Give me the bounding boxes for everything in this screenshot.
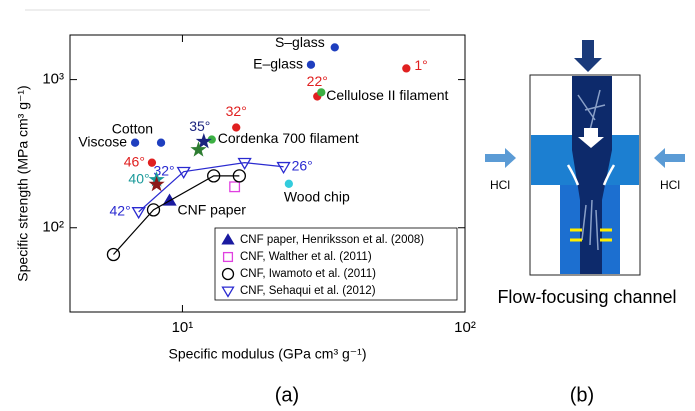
point-label: Cellulose II filament [326,87,448,103]
inlet-arrow [574,40,602,72]
data-point [285,180,292,187]
data-point [158,139,165,146]
point-label: 35° [189,118,210,134]
data-point [318,89,325,96]
x-tick-label: 10¹ [172,319,194,336]
point-label: Wood chip [284,189,350,205]
y-tick-label: 10² [42,219,64,236]
data-point [307,61,314,68]
legend: CNF paper, Henriksson et al. (2008) CNF, … [215,228,457,300]
point-label: 42° [110,203,131,219]
panel-label: (a) [275,384,299,406]
legend-label: CNF, Sehaqui et al. (2012) [240,285,376,297]
data-point [148,159,155,166]
data-point [403,65,410,72]
inlet-label: HCl [660,178,680,192]
point-label: E–glass [253,55,303,71]
data-point [133,208,145,218]
inlet-arrow [485,148,516,168]
chart: 10¹ 10² 10² 10³ Specific modulus (GPa cm³ g⁻… [15,34,476,362]
y-axis-label: Specific strength (MPa cm³ g⁻¹) [15,85,31,281]
point-label: 32° [226,103,247,119]
point-label: 46° [124,153,145,169]
figure: 10¹ 10² 10² 10³ Specific modulus (GPa cm³ g⁻… [0,0,695,411]
x-axis-label: Specific modulus (GPa cm³ g⁻¹) [169,346,367,362]
point-label: 22° [307,73,328,89]
channel-diagram: HCl HCl Flow-focusing channel [485,40,685,307]
point-label: 26° [292,157,313,173]
point-label: Viscose [78,133,127,149]
legend-label: CNF paper, Henriksson et al. (2008) [240,234,424,246]
diagram-caption: Flow-focusing channel [497,287,676,307]
panel-label: (b) [570,384,594,406]
data-point [278,163,290,173]
legend-label: CNF, Iwamoto et al. (2011) [240,268,376,280]
point-label: 40° [128,170,149,186]
data-point [132,139,139,146]
inlet-label: HCl [490,178,510,192]
data-point [230,182,240,192]
legend-label: CNF, Walther et al. (2011) [240,251,372,263]
y-tick-label: 10³ [42,71,64,88]
data-point [331,44,338,51]
x-tick-label: 10² [454,319,476,336]
point-label: CNF paper [178,202,247,218]
data-point [107,248,119,260]
point-label: Cordenka 700 filament [218,130,359,146]
inlet-arrow [654,148,685,168]
point-label: 1° [414,57,427,73]
point-label: S–glass [275,34,325,50]
